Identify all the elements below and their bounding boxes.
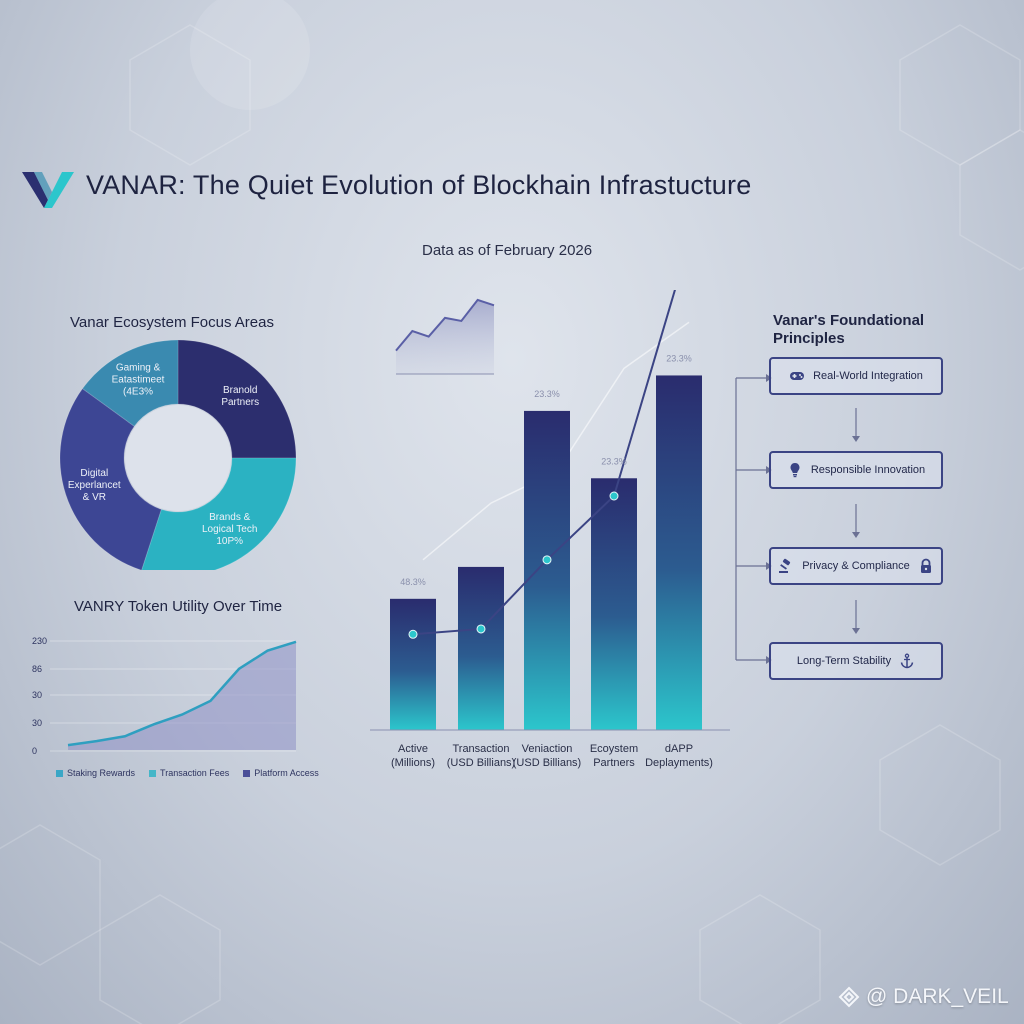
donut-slice	[59, 387, 162, 570]
principle-label: Privacy & Compliance	[802, 560, 910, 572]
area-line	[67, 640, 297, 747]
legend-item-fees: Transaction Fees	[149, 768, 229, 778]
bar-category-label: Veniaction (USD Billians)	[513, 743, 581, 769]
bar	[656, 375, 702, 730]
principles-title: Vanar's Foundational Principles	[773, 312, 925, 347]
donut-slice	[141, 457, 297, 570]
metrics-bar-chart: 48.3% 23.3% 23.3% 23.3% Active (Millions) Tra…	[370, 290, 730, 769]
principle-label: Responsible Innovation	[810, 464, 926, 476]
donut-slice	[81, 340, 179, 427]
gamepad-icon	[790, 372, 805, 380]
area-y-tick: 0	[32, 746, 37, 756]
inset-sparkline-line	[395, 298, 495, 352]
diamond-logo-icon	[838, 986, 860, 1008]
donut-slice-label: Digital Experlancet & VR	[68, 468, 121, 503]
data-date-subtitle: Data as of February 2026	[422, 242, 593, 259]
legend-label: Platform Access	[254, 768, 319, 778]
bar-data-label: 23.3%	[666, 353, 692, 363]
trend-point	[476, 624, 486, 634]
bar-data-label: 23.3%	[534, 389, 560, 399]
principle-long-term-stability: Long-Term Stability	[769, 642, 943, 680]
bar-data-label: 48.3%	[400, 577, 426, 587]
inset-sparkline-area	[396, 299, 494, 374]
area-chart-title: VANRY Token Utility Over Time	[74, 598, 283, 615]
bar-category-label: Transaction (USD Billians)	[447, 743, 515, 769]
bar	[591, 478, 637, 730]
bulb-icon	[790, 463, 800, 478]
token-utility-area-chart: 0 30 30 86 230	[32, 636, 297, 756]
gavel-icon	[779, 558, 791, 573]
area-y-tick: 230	[32, 636, 47, 646]
donut-slice-label: Branold Partners	[221, 385, 259, 408]
donut-slice	[177, 340, 297, 459]
trend-point	[609, 491, 619, 501]
principle-responsible-innovation: Responsible Innovation	[769, 451, 943, 489]
area-y-tick: 30	[32, 718, 42, 728]
trend-point	[542, 555, 552, 565]
donut-slice-label: Gaming & Eatastimeet (4E3%	[112, 363, 165, 398]
ecosystem-donut-chart: Branold Partners Brands & Logical Tech 10P% D…	[59, 340, 297, 570]
area-y-tick: 86	[32, 664, 42, 674]
watermark: @ DARK_VEIL	[838, 985, 1009, 1009]
principle-real-world-integration: Real-World Integration	[769, 357, 943, 395]
legend-item-staking: Staking Rewards	[56, 768, 135, 778]
lock-icon	[920, 558, 931, 573]
watermark-text: @ DARK_VEIL	[866, 985, 1009, 1008]
legend-swatch	[243, 769, 251, 777]
area-y-tick: 30	[32, 690, 42, 700]
bar-data-label: 23.3%	[601, 456, 627, 466]
area-fill	[68, 641, 296, 750]
page-title: VANAR: The Quiet Evolution of Blockhain …	[86, 170, 752, 200]
area-chart-legend: Staking Rewards Transaction Fees Platfor…	[56, 768, 319, 778]
bar	[390, 598, 436, 730]
donut-slice-label: Brands & Logical Tech 10P%	[202, 512, 257, 547]
legend-label: Staking Rewards	[67, 768, 136, 778]
donut-hole	[125, 405, 231, 511]
principles-connectors	[735, 374, 860, 664]
donut-chart-title: Vanar Ecosystem Focus Areas	[70, 314, 274, 331]
bar-category-label: Ecoystem Partners	[590, 743, 638, 769]
anchor-icon	[900, 653, 914, 669]
legend-swatch	[149, 769, 157, 777]
bar-category-label: Active (Millions)	[391, 743, 435, 769]
principle-label: Long-Term Stability	[796, 655, 892, 667]
legend-swatch	[56, 769, 63, 777]
principle-privacy-compliance: Privacy & Compliance	[769, 547, 943, 585]
principle-label: Real-World Integration	[813, 370, 923, 382]
bar	[524, 410, 570, 730]
legend-item-platform: Platform Access	[243, 768, 319, 778]
vanar-logo	[22, 172, 74, 208]
legend-label: Transaction Fees	[160, 768, 230, 778]
bar-category-label: dAPP Deplayments)	[645, 743, 713, 769]
trend-point	[408, 629, 418, 639]
bar	[458, 566, 504, 730]
